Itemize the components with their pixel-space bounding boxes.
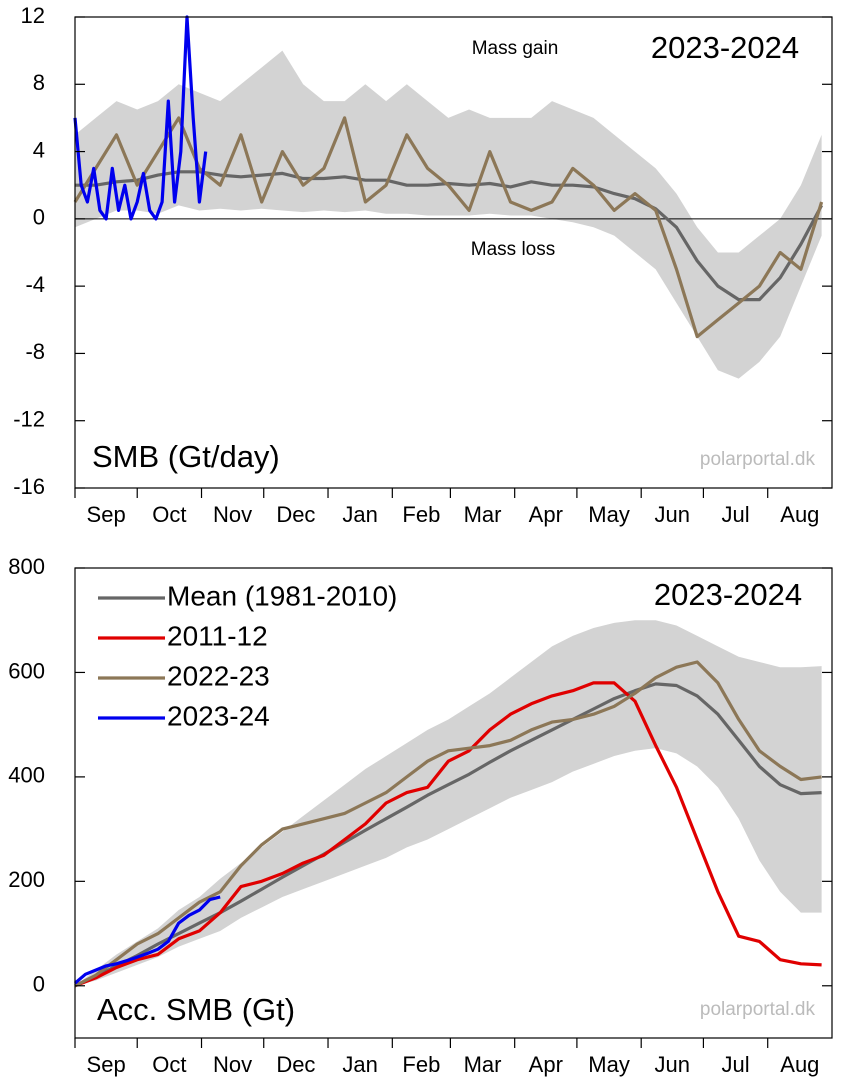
y-tick-label: -12 xyxy=(13,407,45,432)
x-tick-label: Oct xyxy=(152,502,186,527)
y-tick-label: -4 xyxy=(25,272,45,297)
x-tick-label: Sep xyxy=(87,502,126,527)
x-tick-label: Mar xyxy=(464,502,502,527)
y-tick-label: 400 xyxy=(8,763,45,788)
x-tick-label: Feb xyxy=(402,1052,440,1077)
series-line xyxy=(73,116,824,339)
x-tick-label: Apr xyxy=(529,502,563,527)
range-band xyxy=(75,50,822,379)
x-tick-label: Apr xyxy=(529,1052,563,1077)
x-tick-label: May xyxy=(588,1052,630,1077)
series-line xyxy=(74,682,822,988)
x-tick-label: May xyxy=(588,502,630,527)
y-label: SMB (Gt/day) xyxy=(92,439,280,474)
y-tick-label: 8 xyxy=(33,70,45,95)
y-label: Acc. SMB (Gt) xyxy=(97,992,295,1027)
x-tick-label: Oct xyxy=(152,1052,186,1077)
x-tick-label: Aug xyxy=(780,1052,819,1077)
series-line xyxy=(74,660,822,988)
series-line xyxy=(73,15,208,221)
x-tick-label: Nov xyxy=(213,1052,252,1077)
y-tick-label: 600 xyxy=(8,658,45,683)
legend-label: 2011-12 xyxy=(167,620,268,651)
series-line xyxy=(74,681,822,988)
legend-label: 2022-23 xyxy=(167,660,270,691)
y-tick-label: 4 xyxy=(33,137,45,162)
chart-title: 2023-2024 xyxy=(654,577,802,612)
x-tick-label: Aug xyxy=(780,502,819,527)
x-tick-label: Jul xyxy=(721,1052,749,1077)
legend-label: Mean (1981-2010) xyxy=(167,580,397,611)
y-tick-label: 800 xyxy=(8,554,45,579)
x-tick-label: Sep xyxy=(87,1052,126,1077)
x-tick-label: Nov xyxy=(213,502,252,527)
x-tick-label: Dec xyxy=(276,502,315,527)
plot-frame xyxy=(74,567,833,1039)
source: polarportal.dk xyxy=(700,449,816,470)
plot-frame xyxy=(74,16,833,489)
x-tick-label: Jan xyxy=(342,1052,377,1077)
x-tick-label: Feb xyxy=(402,502,440,527)
x-tick-label: Jan xyxy=(342,502,377,527)
legend-label: 2023-24 xyxy=(167,700,270,731)
y-tick-label: 0 xyxy=(33,972,45,997)
series-line xyxy=(73,895,221,985)
annotation: Mass gain xyxy=(472,38,559,59)
source: polarportal.dk xyxy=(700,999,816,1020)
x-tick-label: Jun xyxy=(655,1052,690,1077)
range-band xyxy=(75,620,822,986)
x-tick-label: Jun xyxy=(655,502,690,527)
y-tick-label: 200 xyxy=(8,867,45,892)
y-tick-label: -8 xyxy=(25,339,45,364)
x-tick-label: Dec xyxy=(276,1052,315,1077)
annotation: Mass loss xyxy=(471,239,555,260)
x-tick-label: Mar xyxy=(464,1052,502,1077)
plots: -16 -12 -8 -4 0 4 8 12 Sep Oct Nov Dec Jan Feb Mar Apr M… xyxy=(8,3,833,1077)
x-tick-label: Jul xyxy=(721,502,749,527)
y-tick-label: 12 xyxy=(21,3,45,28)
y-tick-label: -16 xyxy=(13,474,45,499)
chart-title: 2023-2024 xyxy=(651,30,799,65)
y-tick-label: 0 xyxy=(33,205,45,230)
